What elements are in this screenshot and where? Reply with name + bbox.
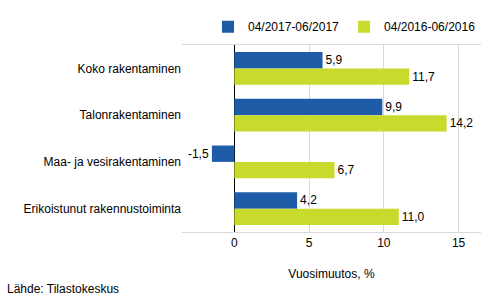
svg-text:14,2: 14,2 — [450, 116, 474, 130]
svg-text:Vuosimuutos, %: Vuosimuutos, % — [288, 267, 375, 281]
svg-text:15: 15 — [452, 236, 466, 250]
svg-text:Koko rakentaminen: Koko rakentaminen — [78, 62, 181, 76]
svg-text:-1,5: -1,5 — [188, 147, 209, 161]
svg-text:Erikoistunut rakennustoiminta: Erikoistunut rakennustoiminta — [24, 202, 182, 216]
svg-text:6,7: 6,7 — [337, 163, 354, 177]
svg-text:Talonrakentaminen: Talonrakentaminen — [80, 108, 181, 122]
svg-text:9,9: 9,9 — [385, 100, 402, 114]
svg-text:11,0: 11,0 — [402, 210, 425, 224]
svg-text:5: 5 — [306, 236, 313, 250]
svg-text:10: 10 — [377, 236, 391, 250]
svg-text:04/2016-06/2016: 04/2016-06/2016 — [384, 20, 475, 34]
svg-text:5,9: 5,9 — [326, 53, 343, 67]
svg-text:4,2: 4,2 — [300, 193, 317, 207]
svg-text:Lähde: Tilastokeskus: Lähde: Tilastokeskus — [7, 282, 119, 296]
svg-text:11,7: 11,7 — [412, 70, 435, 84]
svg-text:Maa- ja vesirakentaminen: Maa- ja vesirakentaminen — [44, 155, 181, 169]
svg-text:0: 0 — [231, 236, 238, 250]
svg-text:04/2017-06/2017: 04/2017-06/2017 — [248, 20, 339, 34]
